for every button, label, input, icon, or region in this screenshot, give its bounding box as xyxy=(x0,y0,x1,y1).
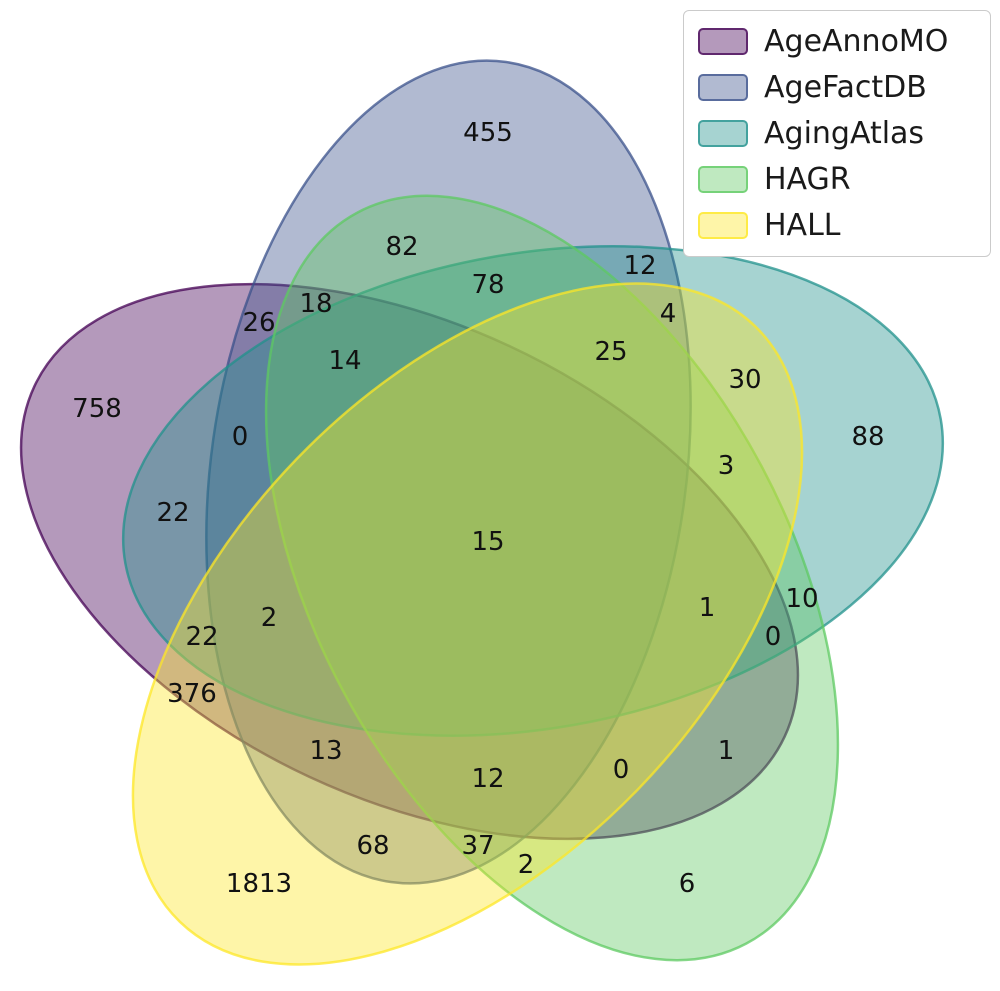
region-count-hall: 1813 xyxy=(226,869,292,899)
set-ellipse-hagr xyxy=(264,194,840,962)
legend-item-agefactdb: AgeFactDB xyxy=(698,67,976,108)
region-counts: 758 455 88 6 1813 26 22 1 376 12 82 68 1… xyxy=(72,118,884,899)
region-count-anno-fact-hall: 13 xyxy=(309,736,342,766)
region-count-agingatlas: 88 xyxy=(851,422,884,452)
region-count-anno-fact-hagr-hall: 12 xyxy=(471,764,504,794)
legend-item-hagr: HAGR xyxy=(698,159,976,200)
region-count-fact-hagr-hall: 37 xyxy=(461,831,494,861)
region-count-all-sets: 15 xyxy=(471,527,504,557)
region-count-anno-fact-atlas: 0 xyxy=(232,422,249,452)
legend: AgeAnnoMO AgeFactDB AgingAtlas HAGR HALL xyxy=(683,10,991,257)
region-count-hagr: 6 xyxy=(679,869,696,899)
region-count-atlas-hagr: 10 xyxy=(785,584,818,614)
region-count-anno-hagr: 1 xyxy=(718,736,735,766)
legend-item-agingatlas: AgingAtlas xyxy=(698,113,976,154)
legend-swatch-hagr xyxy=(698,166,748,193)
region-count-fact-atlas-hall: 4 xyxy=(660,299,677,329)
region-count-anno-fact-atlas-hall: 2 xyxy=(261,603,278,633)
set-ellipse-hall xyxy=(131,282,804,966)
region-count-anno-fact: 26 xyxy=(242,308,275,338)
set-ellipse-agefactdb xyxy=(205,59,692,885)
legend-item-hall: HALL xyxy=(698,205,976,246)
legend-label-ageannomo: AgeAnnoMO xyxy=(764,23,949,59)
region-count-fact-hagr: 82 xyxy=(385,232,418,262)
region-count-agefactdb: 455 xyxy=(463,118,513,148)
region-count-anno-atlas: 22 xyxy=(156,498,189,528)
region-count-atlas-hagr-hall: 3 xyxy=(718,451,735,481)
region-count-anno-hall: 376 xyxy=(167,679,217,709)
region-count-anno-fact-atlas-hagr: 14 xyxy=(328,346,361,376)
region-count-fact-atlas: 12 xyxy=(623,251,656,281)
legend-label-hall: HALL xyxy=(764,207,841,243)
region-count-anno-atlas-hagr-hall: 1 xyxy=(699,593,716,623)
region-count-fact-atlas-hagr-hall: 25 xyxy=(594,337,627,367)
region-count-anno-atlas-hagr: 0 xyxy=(765,622,782,652)
legend-item-ageannomo: AgeAnnoMO xyxy=(698,21,976,62)
legend-swatch-agingatlas xyxy=(698,120,748,147)
region-count-fact-hall: 68 xyxy=(356,831,389,861)
region-count-anno-hagr-hall: 0 xyxy=(613,755,630,785)
legend-swatch-ageannomo xyxy=(698,28,748,55)
region-count-hagr-hall: 2 xyxy=(518,850,535,880)
region-count-anno-fact-hagr: 18 xyxy=(299,289,332,319)
region-count-ageannomo: 758 xyxy=(72,394,122,424)
legend-label-agingatlas: AgingAtlas xyxy=(764,115,925,151)
legend-swatch-agefactdb xyxy=(698,74,748,101)
legend-label-agefactdb: AgeFactDB xyxy=(764,69,927,105)
set-ellipse-agingatlas xyxy=(121,245,945,737)
legend-label-hagr: HAGR xyxy=(764,161,851,197)
region-count-fact-atlas-hagr: 78 xyxy=(471,270,504,300)
set-ellipses xyxy=(19,59,945,966)
legend-swatch-hall xyxy=(698,212,748,239)
region-count-anno-atlas-hall: 22 xyxy=(185,622,218,652)
region-count-atlas-hall: 30 xyxy=(728,365,761,395)
